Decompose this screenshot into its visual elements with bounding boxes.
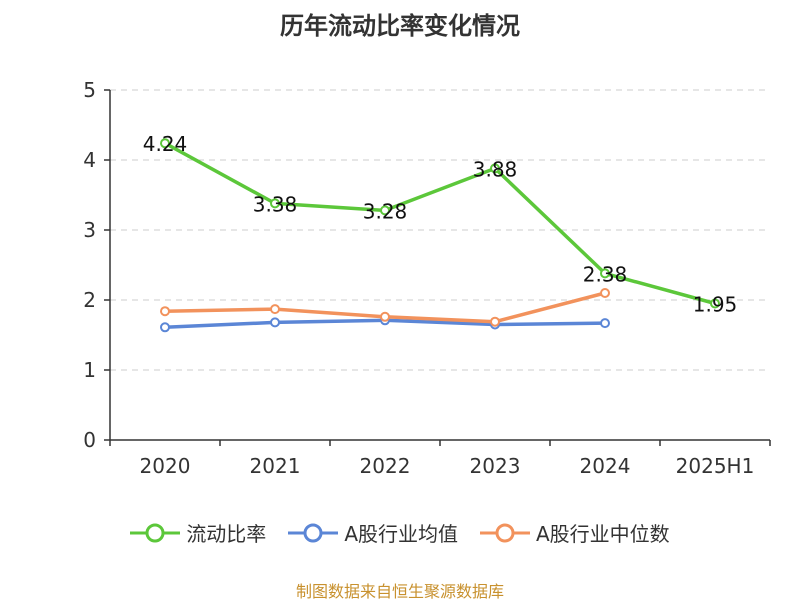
x-tick-label: 2020 <box>140 454 191 478</box>
source-note: 制图数据来自恒生聚源数据库 <box>295 582 504 601</box>
data-point <box>270 317 280 328</box>
data-point <box>270 304 280 315</box>
legend-symbol-industry-median <box>480 523 530 542</box>
legend-label: A股行业中位数 <box>536 522 670 546</box>
data-point <box>160 138 170 149</box>
y-tick-label: 3 <box>83 218 96 242</box>
data-label: 1.95 <box>693 293 738 317</box>
y-tick-label: 1 <box>83 358 96 382</box>
legend-item-industry-mean[interactable]: A股行业均值 <box>288 518 458 547</box>
series-line <box>164 141 716 306</box>
x-tick-label: 2021 <box>250 454 301 478</box>
y-tick-label: 0 <box>83 428 96 452</box>
data-point <box>600 288 610 298</box>
data-point <box>160 306 170 317</box>
legend-label: A股行业均值 <box>344 522 458 546</box>
y-tick-label: 4 <box>83 148 96 172</box>
data-point <box>490 316 500 327</box>
x-tick-label: 2023 <box>470 454 521 478</box>
data-point <box>710 298 720 309</box>
data-point <box>160 322 170 333</box>
data-label: 3.38 <box>253 192 298 216</box>
data-point <box>490 163 500 174</box>
legend-symbol-current-ratio <box>130 523 181 542</box>
legend-item-current-ratio[interactable]: 流动比率 <box>130 518 266 547</box>
legend-symbol-industry-mean <box>288 523 339 542</box>
x-tick-label: 2024 <box>580 454 631 478</box>
data-point <box>270 198 280 209</box>
x-tick-label: 2022 <box>360 454 411 478</box>
data-point <box>380 311 390 322</box>
chart-title: 历年流动比率变化情况 <box>280 12 520 40</box>
data-label: 3.88 <box>473 157 518 181</box>
y-tick-label: 5 <box>83 78 96 102</box>
y-tick-label: 2 <box>83 288 96 312</box>
data-label: 4.24 <box>143 132 188 156</box>
legend-item-industry-median[interactable]: A股行业中位数 <box>480 518 670 547</box>
legend-label: 流动比率 <box>186 522 267 546</box>
data-point <box>380 205 390 216</box>
data-point <box>600 268 610 279</box>
data-label: 3.28 <box>363 199 408 223</box>
data-label: 2.38 <box>583 262 628 286</box>
legend: 流动比率 A股行业均值 A股行业中位数 <box>0 518 800 547</box>
x-tick-label: 2025H1 <box>676 454 755 478</box>
data-point <box>600 318 610 329</box>
